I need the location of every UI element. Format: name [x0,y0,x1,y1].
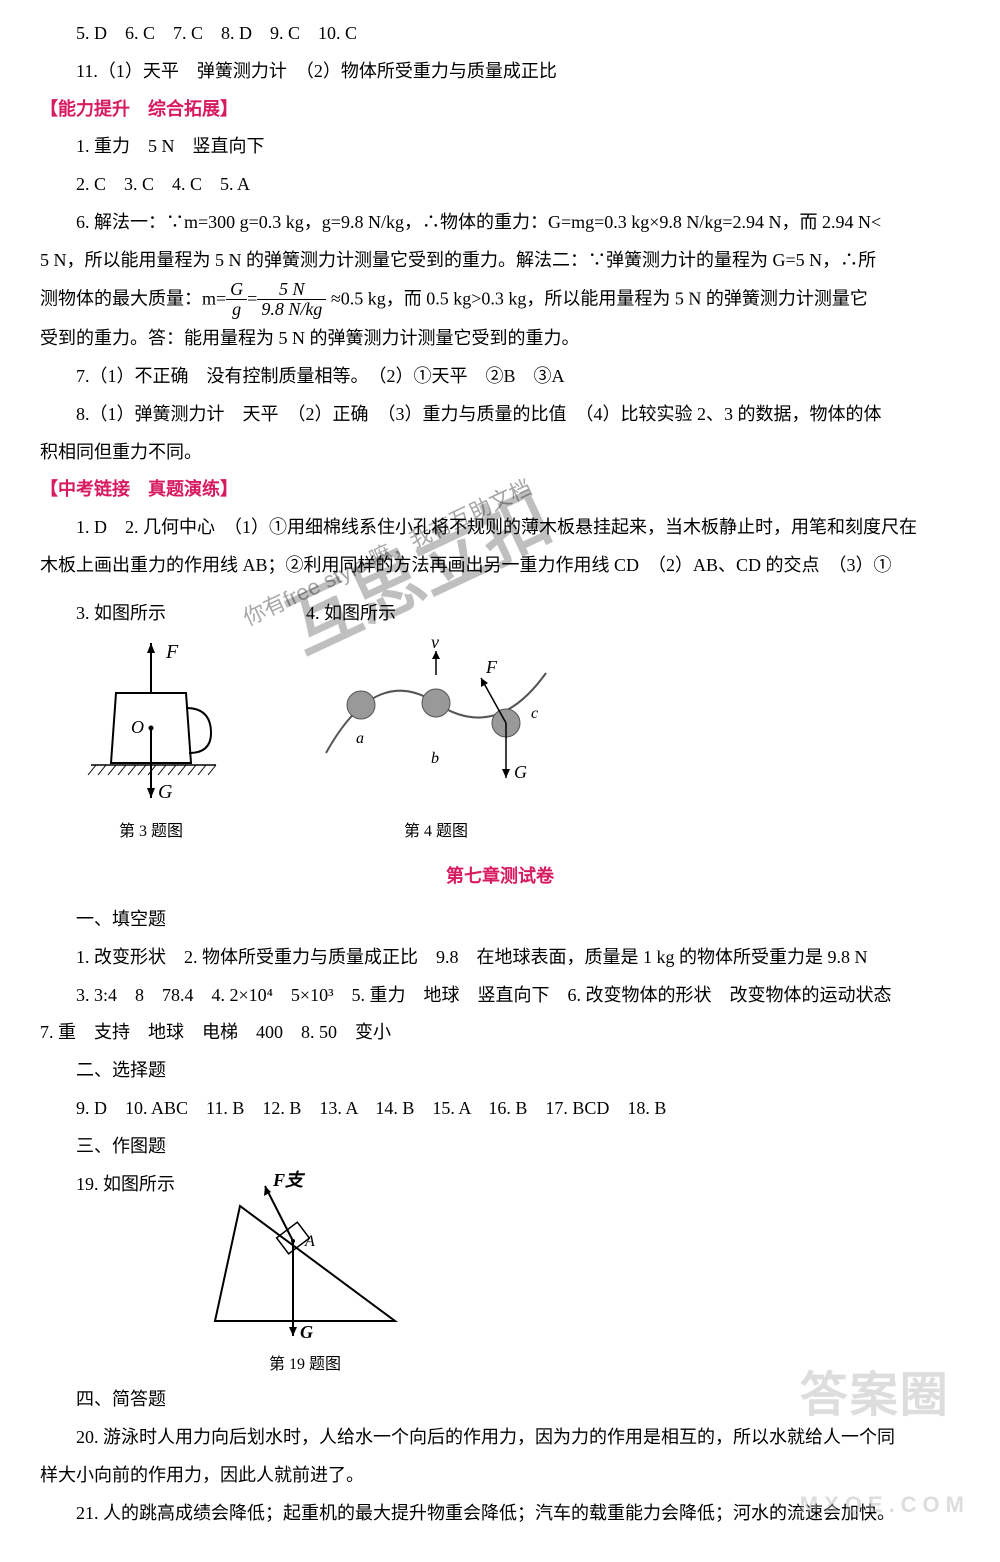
diagram-label: 3. 如图所示 [76,595,226,633]
answer-line: 1. 重力 5 N 竖直向下 [40,128,960,166]
text: ≈0.5 kg，而 0.5 kg>0.3 kg，所以能用量程为 5 N 的弹簧测… [326,288,868,308]
svg-text:v: v [431,633,439,652]
answer-line: 8.（1）弹簧测力计 天平 （2）正确 （3）重力与质量的比值 （4）比较实验 … [40,396,960,434]
caption: 第 4 题图 [306,815,566,849]
q19-label: 19. 如图所示 [40,1166,175,1204]
diagram-label: 4. 如图所示 [306,595,566,633]
svg-text:b: b [431,750,439,767]
caption: 第 3 题图 [76,815,226,849]
svg-text:O: O [131,717,144,737]
fraction: 5 N9.8 N/kg [257,280,326,321]
svg-text:F支: F支 [272,1170,306,1190]
svg-text:a: a [356,730,364,747]
section-label: 二、选择题 [40,1052,960,1090]
diagram-q19: A F支 G 第 19 题图 [195,1166,415,1382]
answer-line: 受到的重力。答：能用量程为 5 N 的弹簧测力计测量它受到的重力。 [40,320,960,358]
answer-line: 9. D 10. ABC 11. B 12. B 13. A 14. B 15.… [40,1090,960,1128]
svg-text:G: G [158,781,173,803]
svg-text:c: c [531,705,538,722]
section-header: 【中考链接 真题演练】 [40,471,960,509]
answer-line: 3. 3:4 8 78.4 4. 2×10⁴ 5×10³ 5. 重力 地球 竖直… [40,977,960,1015]
text: = [247,288,257,308]
diagram-q4: 4. 如图所示 v a b c F G 第 4 题图 [306,595,566,848]
section-label: 三、作图题 [40,1128,960,1166]
wave-diagram: v a b c F G [306,633,566,813]
answer-line: 积相同但重力不同。 [40,434,960,472]
diagram-row: 3. 如图所示 F O G 第 3 题图 [76,595,960,848]
watermark-bottom: 答案圈 MXQE.COM [800,1346,970,1548]
answer-line: 测物体的最大质量：m=Gg=5 N9.8 N/kg ≈0.5 kg，而 0.5 … [40,280,960,321]
svg-text:F: F [165,641,179,663]
svg-text:F: F [485,657,498,677]
incline-diagram: A F支 G [195,1166,415,1346]
watermark-url: MXQE.COM [800,1492,970,1517]
answer-line: 1. D 2. 几何中心 （1）①用细棉线系住小孔将不规则的薄木板悬挂起来，当木… [40,509,960,547]
answer-line: 6. 解法一：∵m=300 g=0.3 kg，g=9.8 N/kg，∴物体的重力… [40,204,960,242]
caption: 第 19 题图 [195,1348,415,1382]
answer-line: 5 N，所以能用量程为 5 N 的弹簧测力计测量它受到的重力。解法二：∵弹簧测力… [40,242,960,280]
answer-line: 7.（1）不正确 没有控制质量相等。 （2）①天平 ②B ③A [40,358,960,396]
text: 测物体的最大质量：m= [40,288,226,308]
cup-diagram: F O G [76,633,226,813]
answer-line: 2. C 3. C 4. C 5. A [40,166,960,204]
answer-line: 1. 改变形状 2. 物体所受重力与质量成正比 9.8 在地球表面，质量是 1 … [40,939,960,977]
watermark-text: 答案圈 [800,1369,950,1422]
chapter-title: 第七章测试卷 [40,858,960,896]
svg-text:G: G [300,1322,313,1342]
diagram-q3: 3. 如图所示 F O G 第 3 题图 [76,595,226,848]
svg-text:A: A [304,1233,315,1250]
fraction: Gg [226,280,247,321]
svg-text:G: G [514,762,527,782]
answer-line: 木板上画出重力的作用线 AB；②利用同样的方法再画出另一重力作用线 CD （2）… [40,547,960,585]
answer-line: 5. D 6. C 7. C 8. D 9. C 10. C [40,15,960,53]
answer-line: 11.（1）天平 弹簧测力计 （2）物体所受重力与质量成正比 [40,53,960,91]
answer-line: 7. 重 支持 地球 电梯 400 8. 50 变小 [40,1014,960,1052]
section-header: 【能力提升 综合拓展】 [40,91,960,129]
section-label: 一、填空题 [40,901,960,939]
